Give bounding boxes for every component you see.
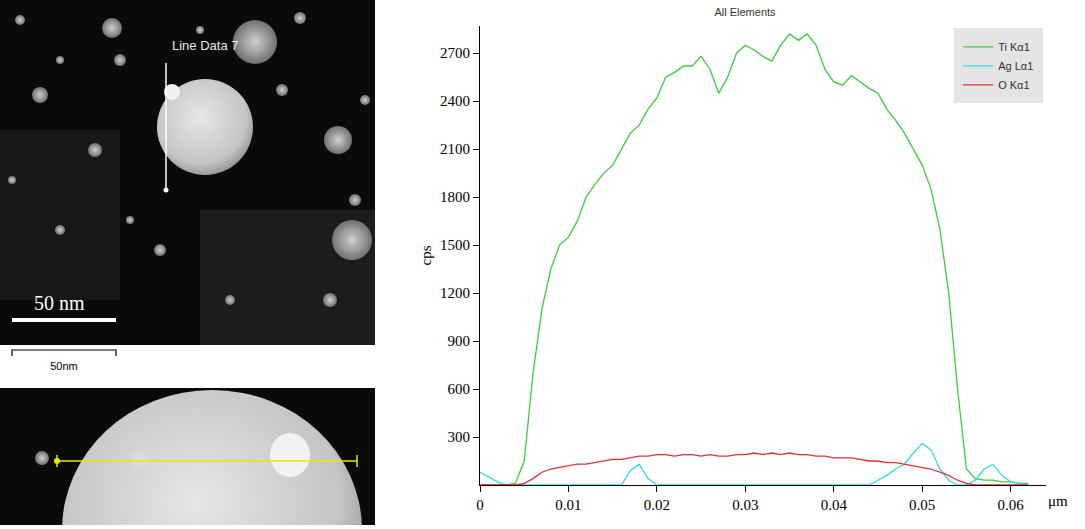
svg-text:2400: 2400 — [440, 93, 470, 109]
svg-text:0.06: 0.06 — [998, 497, 1025, 513]
svg-text:0.05: 0.05 — [909, 497, 935, 513]
svg-text:Line Data 7: Line Data 7 — [172, 38, 239, 53]
svg-text:900: 900 — [448, 333, 471, 349]
svg-text:Ti Kα1: Ti Kα1 — [998, 41, 1030, 53]
svg-text:1200: 1200 — [440, 285, 470, 301]
svg-text:50nm: 50nm — [50, 360, 78, 372]
svg-text:50 nm: 50 nm — [34, 292, 85, 314]
svg-text:2700: 2700 — [440, 45, 470, 61]
svg-text:0.01: 0.01 — [555, 497, 581, 513]
svg-text:O Kα1: O Kα1 — [998, 79, 1029, 91]
svg-text:0: 0 — [476, 497, 484, 513]
svg-text:600: 600 — [448, 381, 471, 397]
svg-text:2100: 2100 — [440, 141, 470, 157]
svg-text:μm: μm — [1048, 493, 1068, 509]
svg-text:Ag Lα1: Ag Lα1 — [998, 60, 1033, 72]
svg-text:1800: 1800 — [440, 189, 470, 205]
svg-text:1500: 1500 — [440, 237, 470, 253]
svg-text:0.04: 0.04 — [821, 497, 848, 513]
svg-text:All Elements: All Elements — [714, 6, 776, 18]
svg-text:300: 300 — [448, 429, 471, 445]
svg-text:cps: cps — [418, 245, 434, 265]
svg-text:0.02: 0.02 — [644, 497, 670, 513]
svg-text:0.03: 0.03 — [732, 497, 758, 513]
